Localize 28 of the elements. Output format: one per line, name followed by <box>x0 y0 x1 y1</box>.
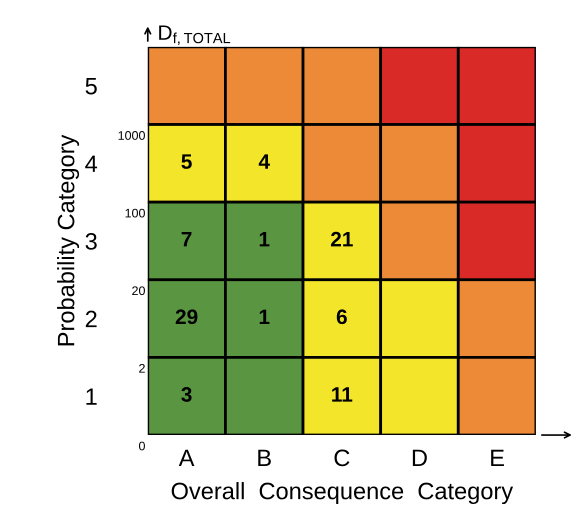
x-tick-label: B <box>258 450 271 466</box>
y-tick-label: 5 <box>86 78 97 94</box>
y-tick-label: 2 <box>86 310 97 328</box>
y-tick-label: 1 <box>86 388 97 405</box>
text: 1000 <box>118 131 145 140</box>
data-label: 11 <box>332 387 352 402</box>
x-tick-label: C <box>334 450 350 466</box>
text: 2 <box>139 364 145 373</box>
y-axis-title: Probability Category <box>57 134 80 346</box>
y2-axis-title: D$_{f,TOTAL}$ <box>159 25 230 45</box>
data-label: 5 <box>181 154 192 169</box>
data-label: 3 <box>181 387 192 402</box>
text: 0 <box>138 442 145 450</box>
data-label: 4 <box>258 154 270 169</box>
x-tick-label: D <box>412 450 427 466</box>
y-tick-label: 3 <box>86 233 97 250</box>
data-label: 6 <box>336 309 347 324</box>
x-axis-title: Overall Consequence Category <box>172 482 514 504</box>
data-label: 29 <box>176 309 198 324</box>
data-label: 1 <box>260 310 270 324</box>
data-label: 21 <box>330 232 353 246</box>
text: 100 <box>126 208 145 218</box>
data-label: 1 <box>260 232 270 246</box>
text: 20 <box>132 286 145 296</box>
x-tick-label: A <box>178 450 194 466</box>
x-tick-label: E <box>491 450 504 466</box>
data-label: 7 <box>182 232 192 246</box>
y-tick-label: 4 <box>85 156 98 172</box>
